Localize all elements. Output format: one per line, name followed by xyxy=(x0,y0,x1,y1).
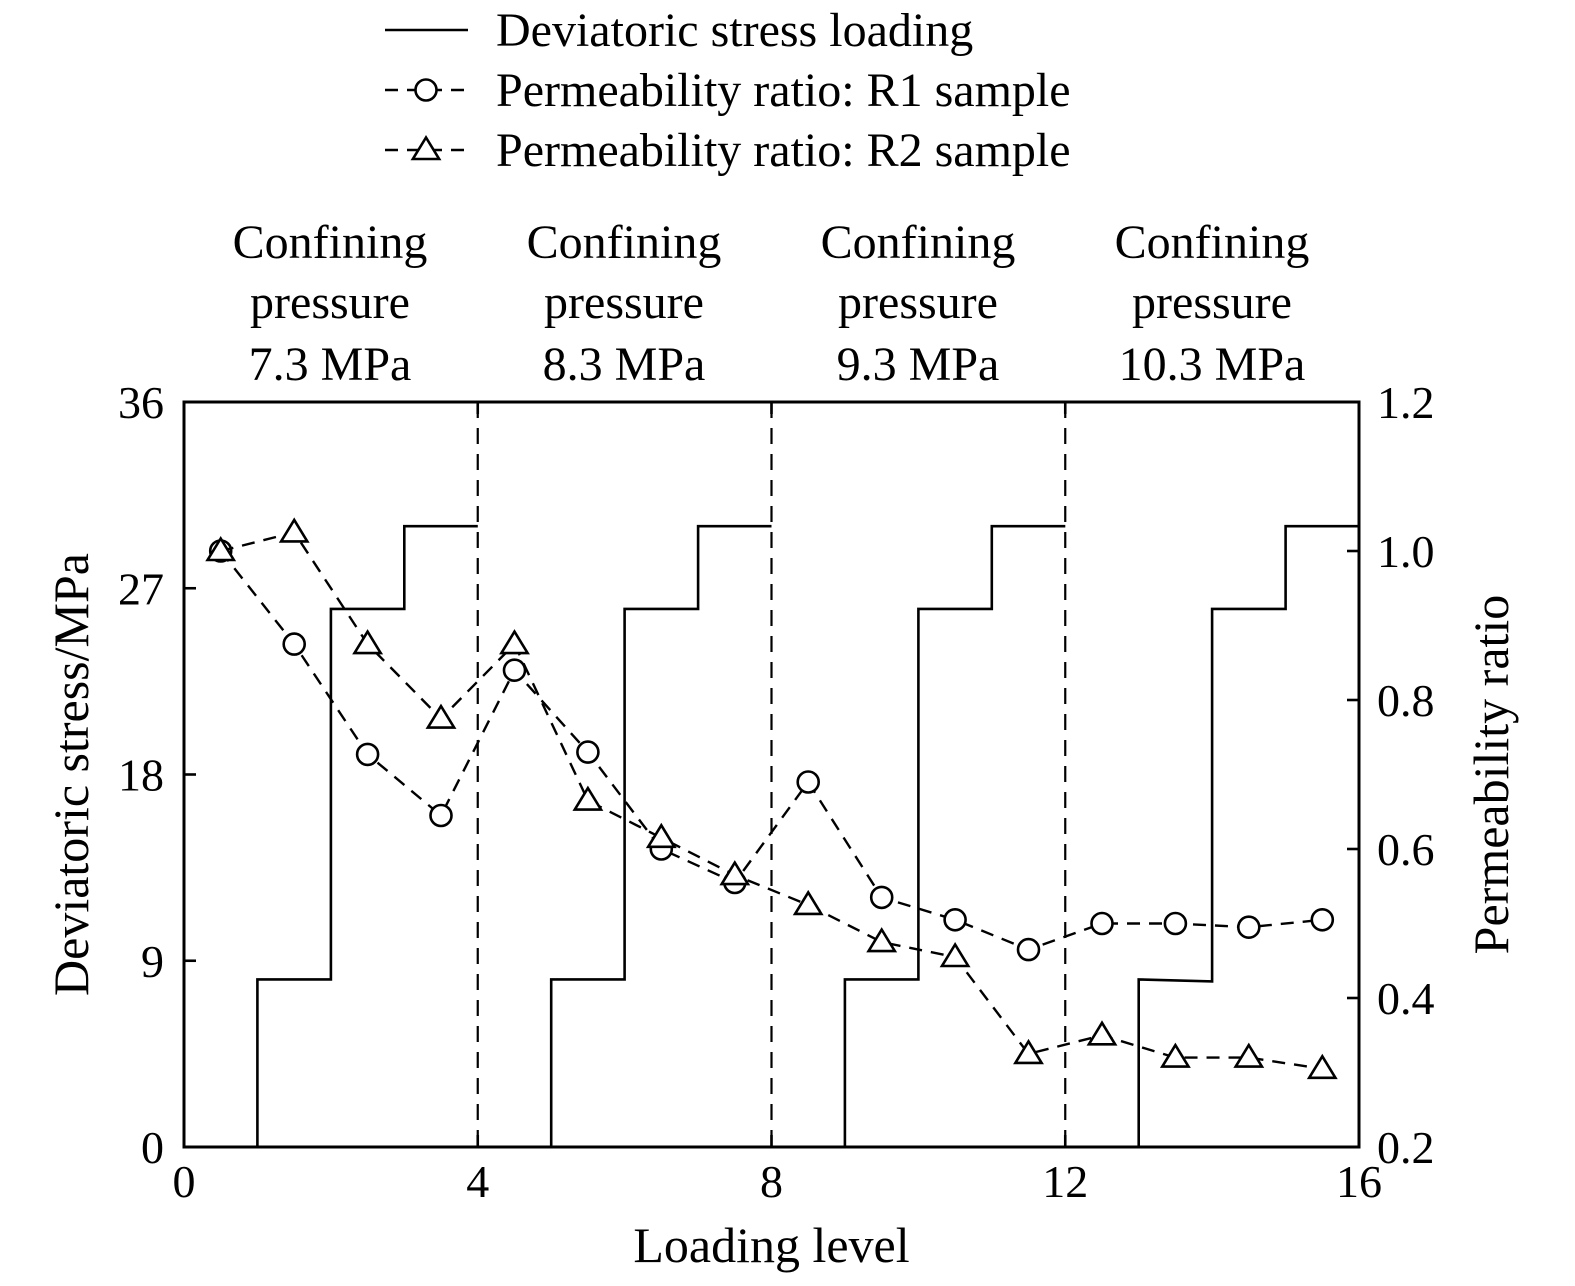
region-label-1: Confining pressure 7.3 MPa xyxy=(233,216,428,391)
region-line-2: pressure xyxy=(250,276,410,329)
data-point-r2 xyxy=(499,629,530,655)
data-point-r1 xyxy=(796,770,821,794)
data-point-r2 xyxy=(1233,1042,1265,1068)
data-point-r1 xyxy=(869,885,894,910)
data-point-r1 xyxy=(429,803,453,828)
y-left-tick-label: 27 xyxy=(118,563,164,614)
data-point-r1 xyxy=(943,907,967,932)
data-point-r1 xyxy=(282,632,307,656)
data-point-r1 xyxy=(1016,937,1041,962)
region-line-3: 8.3 MPa xyxy=(543,338,706,391)
plot-area xyxy=(184,402,1359,1149)
region-label-3: Confining pressure 9.3 MPa xyxy=(821,216,1016,391)
legend-item-2: Permeability ratio: R1 sample xyxy=(385,64,1071,117)
data-point-r1 xyxy=(576,740,600,764)
y-left-axis-title: Deviatoric stress/MPa xyxy=(43,553,99,996)
y-right-tick-label: 0.8 xyxy=(1377,675,1435,726)
x-tick-label: 4 xyxy=(466,1156,489,1207)
legend-item-1: Deviatoric stress loading xyxy=(385,4,973,57)
legend-triangle-marker xyxy=(410,135,442,161)
data-point-r2 xyxy=(719,860,751,886)
region-line-3: 9.3 MPa xyxy=(837,338,1000,391)
data-point-r2 xyxy=(645,822,677,849)
y-left-tick-label: 18 xyxy=(118,750,164,801)
region-label-2: Confining pressure 8.3 MPa xyxy=(527,216,722,391)
data-point-r2 xyxy=(352,629,384,655)
region-line-3: 10.3 MPa xyxy=(1119,338,1306,391)
data-point-r2 xyxy=(572,785,604,811)
region-line-2: pressure xyxy=(1132,276,1292,329)
region-line-2: pressure xyxy=(838,276,998,329)
region-labels: Confining pressure 7.3 MPa Confining pressur… xyxy=(233,216,1310,391)
data-point-r1 xyxy=(1090,911,1114,936)
axes: 0 4 8 12 16 0 9 18 27 36 0.2 0.4 0.6 0.8 1.0 1.2 Loading… xyxy=(43,377,1519,1273)
data-point-r2 xyxy=(425,703,457,729)
region-label-4: Confining pressure 10.3 MPa xyxy=(1115,216,1310,391)
legend-label: Permeability ratio: R1 sample xyxy=(496,64,1071,117)
x-tick-label: 16 xyxy=(1336,1156,1382,1207)
y-right-tick-label: 1.2 xyxy=(1377,377,1435,428)
data-point-r1 xyxy=(502,658,527,683)
x-axis-title: Loading level xyxy=(633,1217,909,1273)
legend-label: Deviatoric stress loading xyxy=(496,4,973,57)
region-line-3: 7.3 MPa xyxy=(249,338,412,391)
y-right-tick-label: 1.0 xyxy=(1377,526,1435,577)
y-left-tick-label: 0 xyxy=(141,1122,164,1173)
data-point-r2 xyxy=(1013,1038,1044,1065)
region-line-1: Confining xyxy=(821,216,1016,269)
data-point-r2 xyxy=(205,536,237,562)
data-point-r2 xyxy=(939,942,971,968)
data-point-r2 xyxy=(866,927,898,953)
y-right-tick-label: 0.2 xyxy=(1377,1122,1435,1173)
data-point-r1 xyxy=(355,742,380,767)
series-markers-r2 xyxy=(205,517,1338,1080)
stress-step-segment-2 xyxy=(477,524,772,1149)
legend-label: Permeability ratio: R2 sample xyxy=(496,124,1071,177)
region-line-2: pressure xyxy=(544,276,704,329)
data-point-r1 xyxy=(1163,911,1188,936)
region-line-1: Confining xyxy=(1115,216,1310,269)
series-line-r2 xyxy=(220,531,1323,1070)
y-left-tick-label: 9 xyxy=(141,936,164,987)
data-point-r2 xyxy=(278,517,310,543)
y-left-tick-label: 36 xyxy=(118,377,164,428)
y-right-tick-label: 0.4 xyxy=(1377,973,1435,1024)
x-tick-label: 12 xyxy=(1042,1156,1088,1207)
y-right-axis-title: Permeability ratio xyxy=(1463,595,1519,955)
stress-step-segment-1 xyxy=(184,524,478,1149)
data-point-r1 xyxy=(1310,907,1335,932)
x-tick-label: 0 xyxy=(173,1156,196,1207)
data-point-r1 xyxy=(1237,915,1261,940)
x-tick-label: 8 xyxy=(760,1156,783,1207)
region-line-1: Confining xyxy=(527,216,722,269)
data-point-r2 xyxy=(1159,1042,1191,1068)
data-point-r2 xyxy=(792,889,824,916)
legend-circle-marker xyxy=(414,78,438,102)
stress-step-segment-4 xyxy=(1065,524,1359,1149)
region-line-1: Confining xyxy=(233,216,428,269)
legend-item-3: Permeability ratio: R2 sample xyxy=(385,124,1071,177)
data-point-r2 xyxy=(1306,1053,1338,1080)
stress-step-segment-3 xyxy=(771,524,1066,1149)
y-right-tick-label: 0.6 xyxy=(1377,824,1435,875)
data-point-r2 xyxy=(1086,1020,1118,1046)
series-line-r1 xyxy=(219,550,1323,951)
legend: Deviatoric stress loading Permeability ra… xyxy=(385,4,1071,177)
